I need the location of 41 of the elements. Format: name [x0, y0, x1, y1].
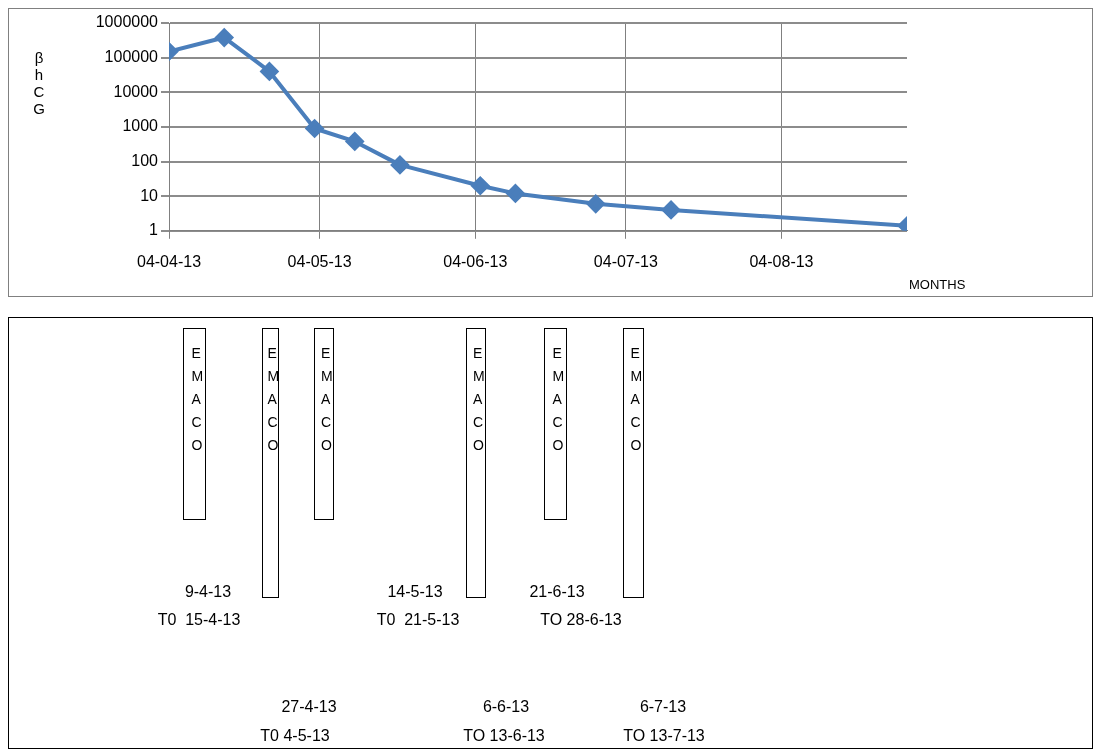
text: T0 15-4-13	[157, 611, 241, 629]
y-tick-label: 100	[131, 151, 159, 169]
point	[345, 132, 364, 151]
text: 6-6-13	[482, 698, 530, 716]
point	[471, 176, 490, 195]
text: TO 28-6-13	[540, 611, 622, 629]
y-tick-label: 10	[140, 186, 159, 204]
x-tick-label: 04-07-13	[593, 252, 658, 270]
point	[215, 28, 234, 47]
point	[506, 184, 525, 203]
text: 14-5-13	[387, 583, 443, 601]
y-tick-label: 1	[149, 221, 159, 239]
point	[662, 200, 681, 219]
x-tick-label: 04-08-13	[749, 252, 814, 270]
x-tick-label: 04-05-13	[287, 252, 352, 270]
y-tick-label: 10000	[113, 82, 159, 100]
text: 9-4-13	[184, 583, 232, 601]
x-tick-label: 04-04-13	[136, 252, 202, 270]
text: T0 21-5-13	[376, 611, 460, 629]
text: EMACO	[473, 344, 485, 455]
text: TO 13-6-13	[463, 727, 545, 745]
point	[260, 62, 279, 81]
text: 6-7-13	[639, 698, 687, 716]
text: 27-4-13	[281, 698, 337, 716]
text: TO 13-7-13	[623, 727, 705, 745]
point	[305, 119, 324, 138]
text: EMACO	[321, 344, 333, 455]
y-axis-title: βhCG	[33, 49, 45, 118]
text: T0 4-5-13	[260, 727, 330, 745]
text: EMACO	[552, 344, 565, 455]
text: 21-6-13	[529, 583, 585, 601]
point	[390, 155, 409, 174]
y-tick-label: 1000	[122, 117, 159, 135]
y-tick-label: 1000000	[95, 13, 159, 31]
point	[586, 194, 605, 213]
text: EMACO	[267, 344, 280, 455]
text: EMACO	[191, 344, 204, 455]
text: EMACO	[630, 344, 643, 455]
x-axis-title: MONTHS	[909, 277, 966, 293]
y-tick-label: 100000	[104, 48, 159, 66]
x-tick-label: 04-06-13	[443, 252, 508, 270]
